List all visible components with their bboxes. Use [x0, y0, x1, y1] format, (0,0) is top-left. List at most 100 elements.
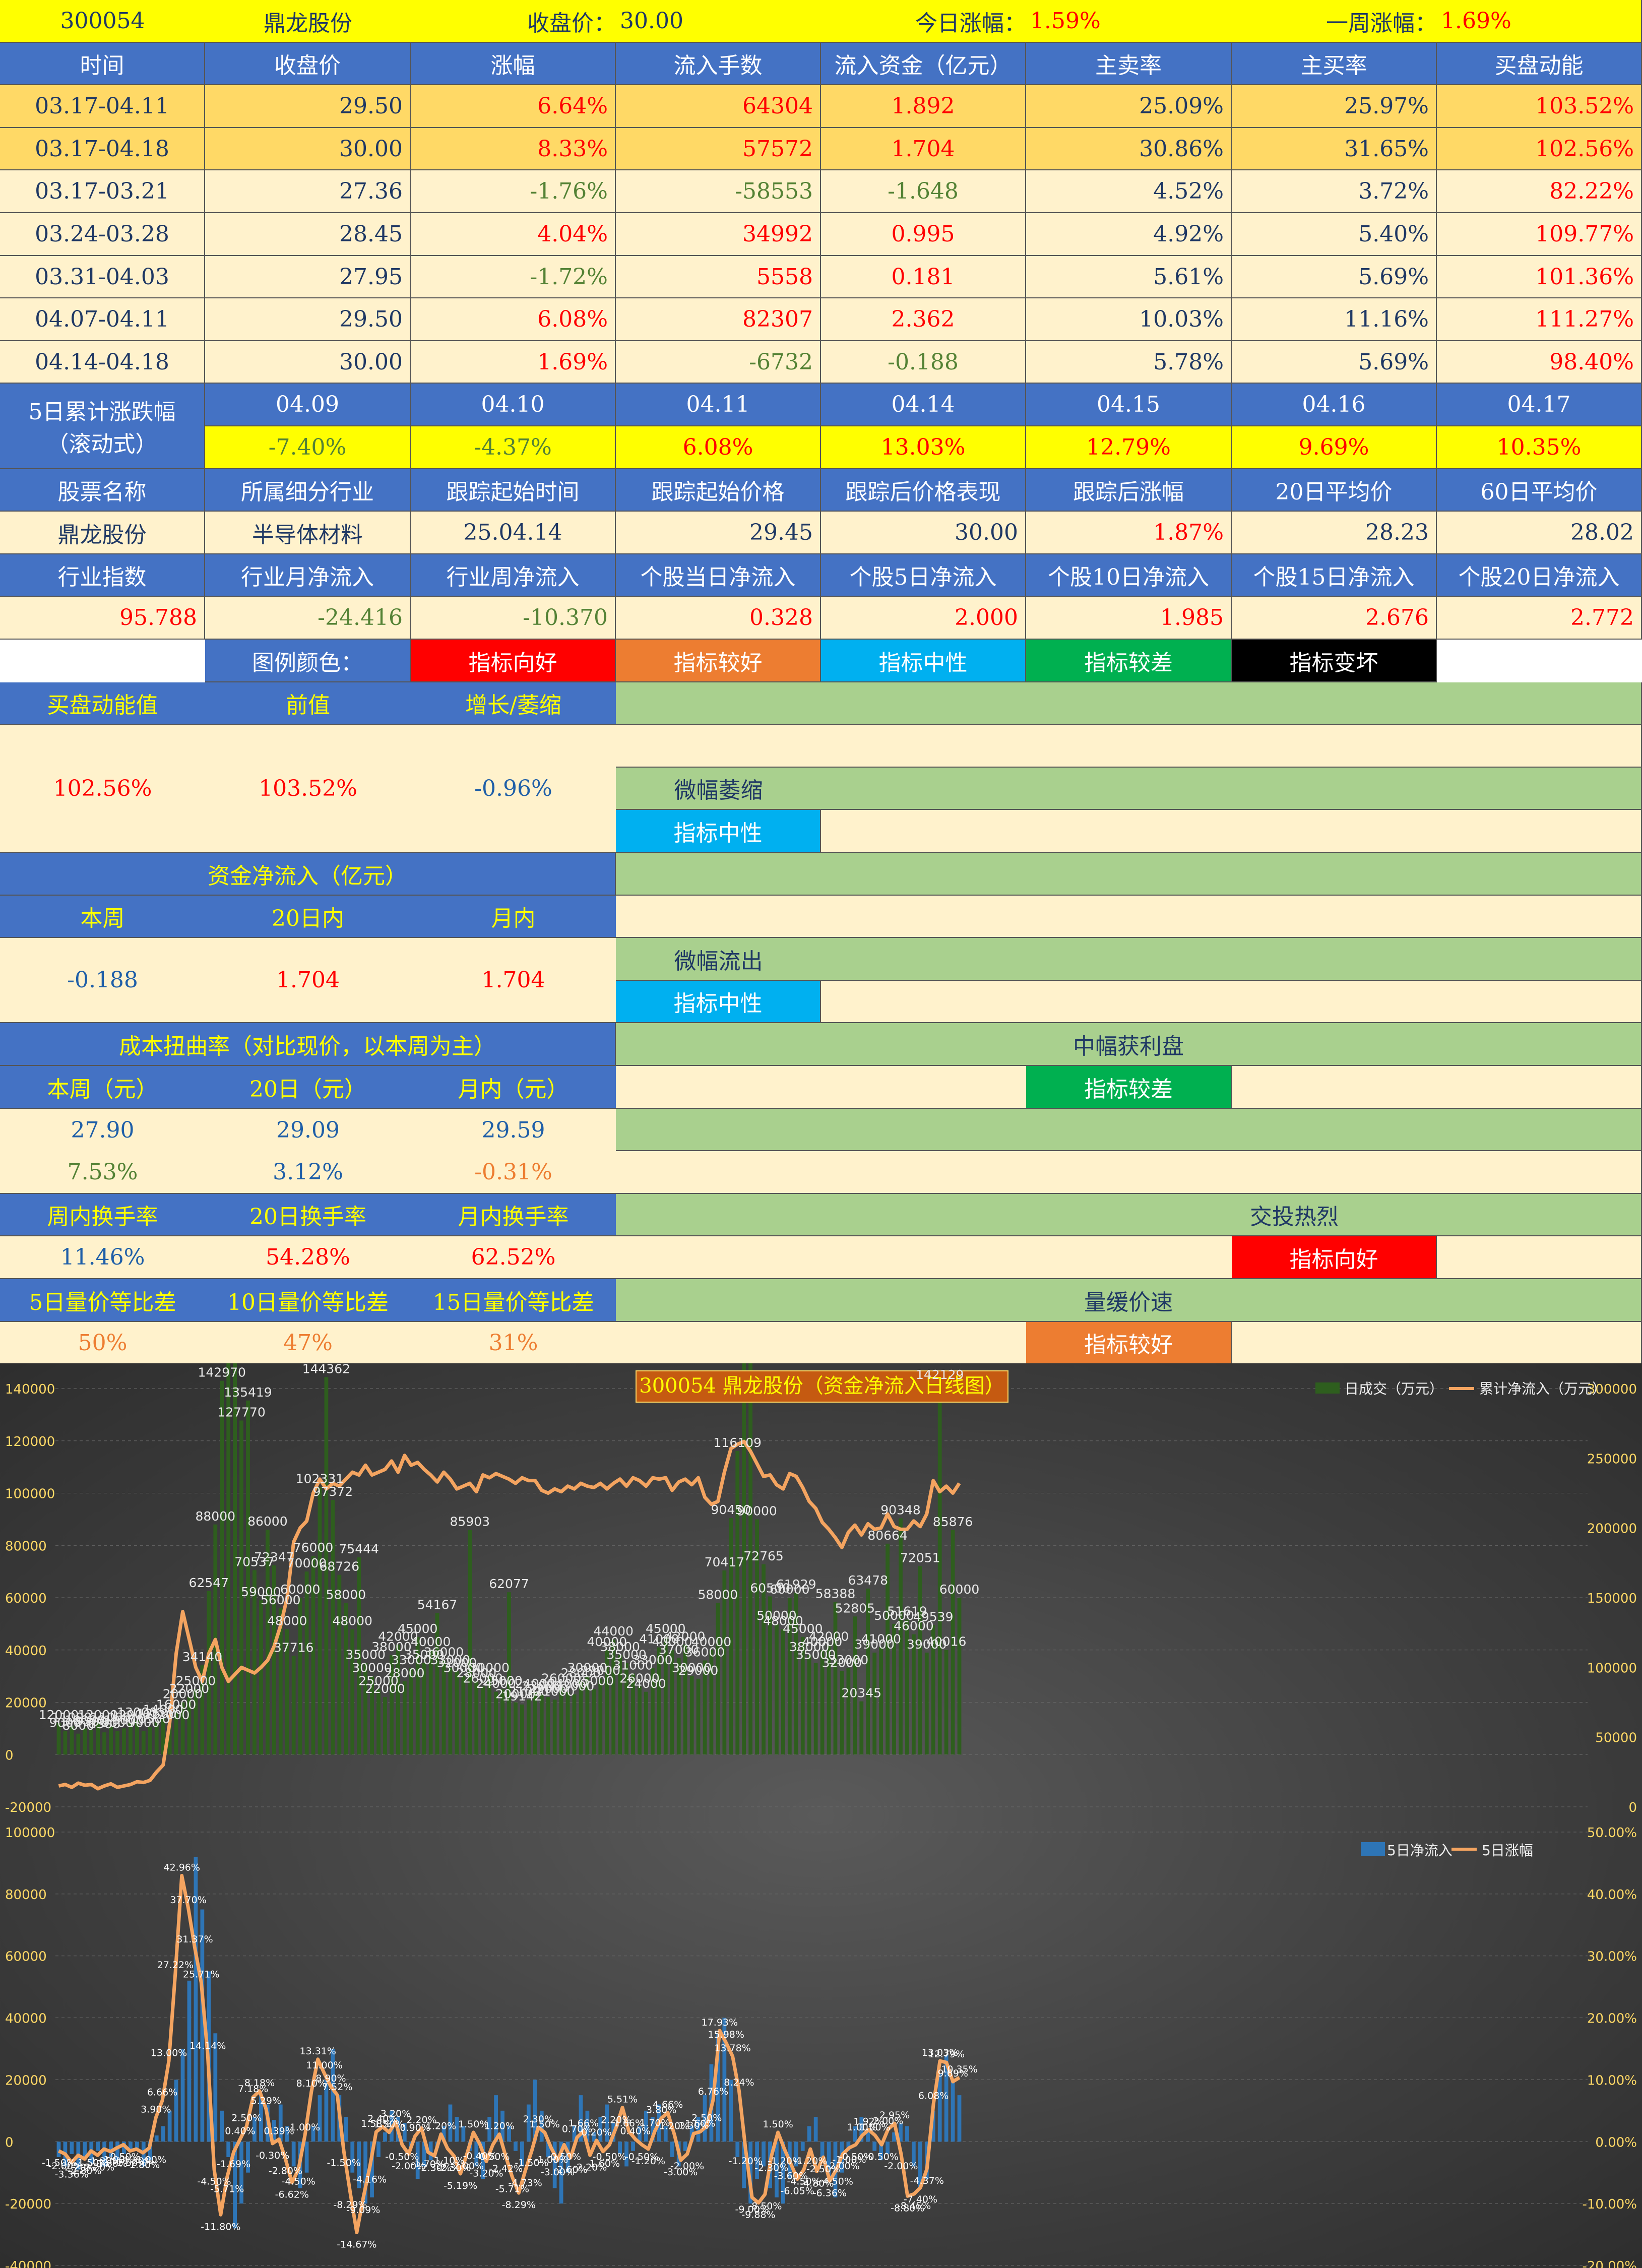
table-cell: 29.50	[205, 85, 411, 128]
track-value: 28.02	[1437, 512, 1642, 554]
cost-rate: -0.31%	[411, 1151, 616, 1194]
industry-value: 2.772	[1437, 597, 1642, 640]
line-value-label: -8.80%	[891, 2202, 924, 2214]
bar	[957, 2095, 962, 2142]
industry-value: -10.370	[411, 597, 616, 640]
line-value-label: 1.66%	[569, 2118, 599, 2129]
bar	[350, 2141, 355, 2173]
bar	[298, 1598, 302, 1755]
rolling-value: -4.37%	[411, 426, 616, 469]
line-value-label: 1.50%	[458, 2119, 488, 2130]
bar	[644, 2110, 648, 2142]
table-cell: 25.09%	[1026, 85, 1232, 128]
bar	[200, 1665, 205, 1755]
bar-value-label: 9000	[49, 1716, 82, 1730]
bar	[905, 1619, 909, 1755]
bar	[200, 1909, 205, 2142]
bar	[937, 2073, 942, 2142]
y-tick-right: 250000	[1587, 1452, 1637, 1467]
bar-value-label: 56000	[261, 1593, 301, 1607]
bar	[115, 2141, 119, 2161]
bar	[76, 1733, 81, 1755]
bar	[676, 1658, 681, 1755]
bar	[174, 2080, 178, 2142]
bar	[141, 1731, 146, 1755]
bar	[598, 1678, 603, 1755]
bar-value-label: 51619	[887, 1604, 927, 1618]
legend-item: 指标向好	[411, 640, 616, 682]
table-cell: 3.72%	[1232, 170, 1437, 213]
bar-value-label: 11000	[91, 1710, 131, 1725]
line-value-label: 2.95%	[879, 2110, 910, 2121]
bar	[226, 1363, 231, 1755]
table-cell: 5.78%	[1026, 341, 1232, 384]
table-cell: 30.00	[205, 128, 411, 170]
y-tick-right: 40.00%	[1587, 1887, 1637, 1903]
bar	[748, 1363, 753, 1755]
bar-value-label: 90348	[880, 1503, 921, 1518]
bar	[813, 1663, 818, 1755]
table-cell: 4.04%	[411, 213, 616, 256]
bar	[552, 2141, 557, 2188]
bar-value-label: 39000	[907, 1637, 947, 1652]
bar	[115, 1731, 119, 1755]
bar	[233, 1363, 237, 1755]
rolling-date: 04.09	[205, 384, 411, 426]
bar-value-label: 50000	[756, 1608, 797, 1623]
vp-value: 31%	[411, 1322, 616, 1364]
table-cell: 82307	[616, 298, 821, 341]
bar-value-label: 10000	[65, 1713, 105, 1727]
legend-spacer	[1437, 640, 1642, 682]
line-value-label: 7.18%	[238, 2084, 268, 2095]
line-value-label: 1.50%	[763, 2119, 793, 2130]
bar-value-label: 40000	[691, 1634, 732, 1649]
bar	[800, 1636, 805, 1755]
track-header: 跟踪起始价格	[616, 469, 821, 512]
line-value-label: -2.30%	[418, 2163, 452, 2174]
line-value-label: -0.40%	[463, 2151, 497, 2162]
bar-value-label: 29000	[678, 1663, 719, 1678]
line-value-label: 13.78%	[714, 2043, 750, 2054]
line-value-label: -1.69%	[217, 2159, 250, 2170]
line-value-label: -5.71%	[210, 2183, 244, 2194]
line-value-label: 2.50%	[231, 2113, 262, 2124]
bar	[514, 1702, 518, 1755]
bar-value-label: 40000	[587, 1634, 627, 1649]
bar-value-label: 9500	[75, 1714, 107, 1729]
bar-value-label: 42000	[809, 1629, 849, 1644]
bar-value-label: 85876	[933, 1515, 973, 1529]
bar-value-label: 8000	[62, 1718, 95, 1733]
bar	[148, 1727, 152, 1755]
week-change-value: 1.69%	[1437, 0, 1642, 43]
bar	[265, 1530, 270, 1755]
line-value-label: -0.50%	[593, 2151, 626, 2162]
bar	[331, 2049, 335, 2142]
vp-comment: 量缓价速	[616, 1279, 1642, 1322]
table-cell: 03.17-03.21	[0, 170, 205, 213]
bar-value-label: 72765	[743, 1549, 784, 1563]
bar-value-label: 54167	[417, 1597, 458, 1612]
line-value-label: -9.00%	[735, 2204, 769, 2215]
buy-momentum-comment: 微幅萎缩	[616, 768, 821, 810]
buy-momentum-status: 指标中性	[616, 810, 821, 853]
bar	[696, 2117, 701, 2142]
buy-momentum-value: 102.56%	[0, 725, 205, 853]
cost-header: 本周（元）	[0, 1066, 205, 1109]
line-value-label: 2.20%	[406, 2114, 436, 2125]
y-tick-left: 40000	[5, 1644, 47, 1659]
col-header: 涨幅	[411, 43, 616, 85]
rolling-value: 10.35%	[1437, 426, 1642, 469]
chart-title: 300054 鼎龙股份（资金净流入日线图）	[639, 1374, 1004, 1398]
bar-value-label: 80664	[867, 1528, 908, 1543]
bar	[670, 2141, 674, 2157]
line-value-label: -4.37%	[910, 2175, 944, 2186]
line-value-label: 13.31%	[299, 2046, 336, 2057]
bar-value-label: 86000	[247, 1514, 288, 1529]
line-value-label: -1.60%	[586, 2158, 620, 2169]
y-tick-left: 60000	[5, 1591, 47, 1606]
cost-rate: 3.12%	[205, 1151, 411, 1194]
line-value-label: -3.36%	[55, 2169, 89, 2180]
bar-value-label: 68726	[320, 1559, 360, 1574]
bar-value-label: 58000	[698, 1587, 738, 1602]
bar	[585, 2110, 590, 2142]
